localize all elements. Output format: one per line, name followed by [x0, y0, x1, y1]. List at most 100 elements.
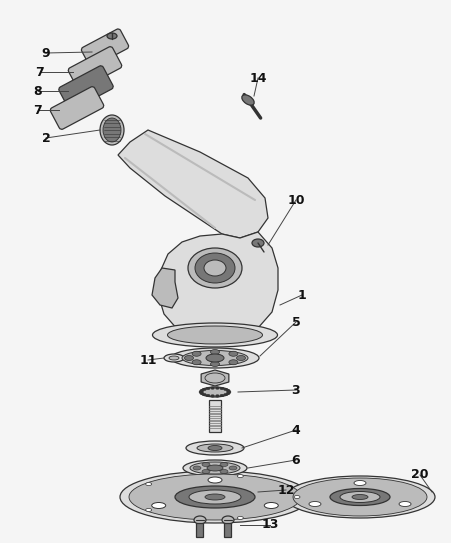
Ellipse shape: [293, 496, 299, 498]
Ellipse shape: [220, 394, 224, 397]
Ellipse shape: [199, 389, 203, 392]
Ellipse shape: [203, 260, 226, 276]
Text: 10: 10: [287, 193, 304, 206]
Ellipse shape: [199, 392, 203, 395]
Polygon shape: [201, 370, 228, 386]
Ellipse shape: [226, 391, 230, 393]
Ellipse shape: [252, 239, 263, 247]
Ellipse shape: [103, 118, 121, 142]
Ellipse shape: [206, 354, 224, 362]
Ellipse shape: [223, 388, 227, 390]
Ellipse shape: [264, 502, 278, 508]
Ellipse shape: [188, 248, 241, 288]
Ellipse shape: [169, 356, 179, 360]
Ellipse shape: [175, 486, 254, 508]
Ellipse shape: [202, 463, 210, 466]
Ellipse shape: [193, 466, 201, 470]
Ellipse shape: [100, 115, 124, 145]
Ellipse shape: [339, 491, 379, 502]
Text: 1: 1: [297, 288, 306, 301]
Text: 6: 6: [291, 453, 299, 466]
Ellipse shape: [223, 393, 227, 396]
Text: 4: 4: [291, 424, 300, 437]
Ellipse shape: [221, 516, 234, 524]
Ellipse shape: [210, 387, 214, 389]
Text: 12: 12: [276, 483, 294, 496]
Ellipse shape: [194, 253, 235, 283]
FancyBboxPatch shape: [81, 29, 129, 67]
Ellipse shape: [215, 395, 219, 397]
Text: 2: 2: [41, 131, 50, 144]
Ellipse shape: [107, 33, 117, 39]
FancyBboxPatch shape: [59, 66, 113, 110]
Polygon shape: [158, 232, 277, 342]
Ellipse shape: [152, 502, 166, 508]
Text: 7: 7: [33, 104, 42, 117]
Ellipse shape: [308, 502, 320, 507]
Ellipse shape: [228, 360, 237, 365]
Ellipse shape: [226, 392, 230, 395]
Ellipse shape: [199, 387, 230, 397]
Ellipse shape: [220, 470, 227, 473]
Ellipse shape: [170, 348, 258, 368]
Text: 3: 3: [291, 383, 299, 396]
FancyBboxPatch shape: [68, 47, 121, 90]
Ellipse shape: [152, 323, 277, 347]
Ellipse shape: [202, 393, 206, 396]
Ellipse shape: [236, 356, 245, 361]
Text: 14: 14: [249, 72, 266, 85]
Ellipse shape: [184, 356, 193, 361]
Ellipse shape: [193, 516, 206, 524]
Ellipse shape: [207, 477, 221, 483]
Text: 11: 11: [139, 353, 156, 367]
Ellipse shape: [189, 462, 239, 474]
Ellipse shape: [192, 360, 201, 365]
Ellipse shape: [210, 350, 219, 355]
Ellipse shape: [183, 460, 246, 476]
Ellipse shape: [228, 351, 237, 356]
Bar: [196, 523, 203, 537]
Ellipse shape: [145, 508, 152, 512]
Ellipse shape: [202, 388, 206, 390]
Text: 7: 7: [36, 66, 44, 79]
Text: 20: 20: [410, 469, 428, 482]
Ellipse shape: [226, 389, 230, 392]
Ellipse shape: [129, 474, 300, 520]
Ellipse shape: [292, 478, 426, 516]
Ellipse shape: [120, 471, 309, 523]
Ellipse shape: [192, 351, 201, 356]
Ellipse shape: [207, 465, 222, 471]
Ellipse shape: [206, 394, 210, 397]
Polygon shape: [118, 130, 267, 238]
Ellipse shape: [351, 495, 367, 500]
Ellipse shape: [167, 326, 262, 344]
Ellipse shape: [285, 476, 434, 518]
Text: 9: 9: [41, 47, 50, 60]
Ellipse shape: [210, 362, 219, 367]
Ellipse shape: [220, 463, 227, 466]
Text: 13: 13: [261, 519, 278, 532]
Ellipse shape: [215, 387, 219, 389]
Ellipse shape: [241, 95, 253, 105]
Ellipse shape: [210, 395, 214, 397]
Ellipse shape: [329, 489, 389, 506]
Polygon shape: [152, 268, 178, 308]
Ellipse shape: [229, 466, 236, 470]
Ellipse shape: [202, 470, 210, 473]
Text: 5: 5: [291, 315, 300, 329]
Ellipse shape: [164, 354, 184, 362]
FancyBboxPatch shape: [50, 86, 104, 129]
Ellipse shape: [206, 387, 210, 390]
Ellipse shape: [186, 441, 244, 455]
Ellipse shape: [182, 350, 248, 365]
Ellipse shape: [205, 494, 225, 500]
Bar: [208, 400, 221, 432]
Ellipse shape: [145, 483, 152, 485]
Ellipse shape: [237, 475, 243, 478]
Ellipse shape: [353, 481, 365, 485]
Ellipse shape: [207, 445, 221, 451]
Text: 8: 8: [34, 85, 42, 98]
Ellipse shape: [189, 490, 240, 504]
Ellipse shape: [237, 516, 243, 520]
Ellipse shape: [197, 444, 232, 452]
